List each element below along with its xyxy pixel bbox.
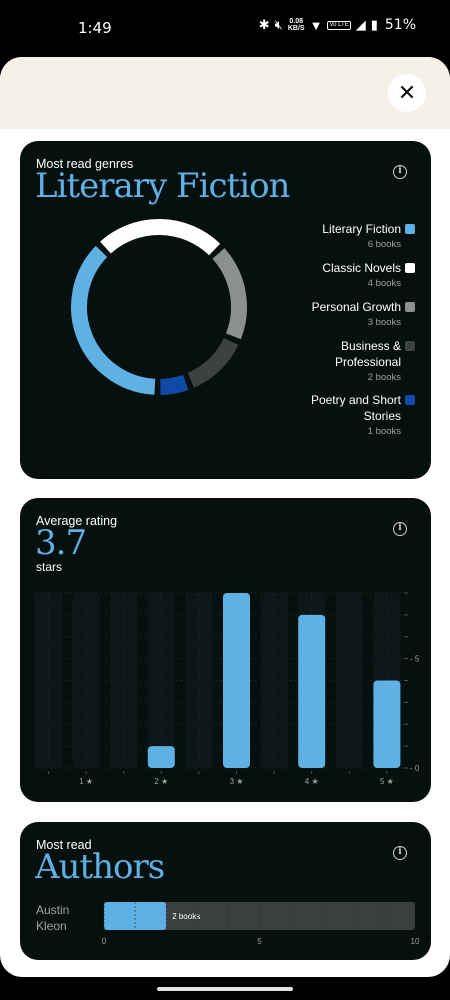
y-tick-label: - 0	[410, 764, 420, 773]
bar-background	[335, 593, 363, 768]
authors-card-title: Authors	[35, 847, 165, 887]
rating-bar[interactable]	[373, 680, 401, 769]
status-time: 1:49	[78, 19, 112, 37]
author-bar-chart: 2 books 0 5 10	[102, 902, 420, 946]
x-tick-label: 10	[411, 937, 420, 946]
legend-item[interactable]: Business & Professional 2 books	[335, 338, 415, 383]
legend-item[interactable]: Literary Fiction 6 books	[322, 221, 415, 250]
rating-card: Average rating 3.7 stars i 1 ★ 2 ★ 3 ★ 4 ★ 5…	[20, 498, 431, 802]
rating-bar-chart: 1 ★ 2 ★ 3 ★ 4 ★ 5 ★ - 0 - 5	[35, 592, 420, 786]
donut-slice-poetry-and-short-stories[interactable]	[159, 374, 189, 395]
status-bar: 1:49 ✱ 🔇︎ 0.08 KB/S ▼ Vo LTE ◢ ▮ 51%	[0, 0, 450, 56]
bar-background	[260, 593, 288, 768]
donut-slice-personal-growth[interactable]	[212, 248, 247, 340]
legend-item[interactable]: Personal Growth 3 books	[312, 299, 415, 328]
legend-count: 4 books	[367, 278, 401, 289]
legend-name: Business & Professional	[334, 339, 401, 369]
rating-bar[interactable]	[147, 746, 175, 768]
legend-count: 6 books	[367, 239, 401, 250]
authors-card: Most read Authors i Austin Kleon 2 books…	[20, 822, 431, 960]
x-tick-label: 2 ★	[154, 777, 168, 786]
authors-card-label: Most read	[36, 838, 92, 852]
info-icon[interactable]: i	[393, 165, 407, 179]
info-icon[interactable]: i	[393, 846, 407, 860]
volte-badge: Vo LTE	[327, 20, 351, 30]
average-rating-value: 3.7	[35, 523, 87, 563]
genres-card: Most read genres Literary Fiction i Lite…	[20, 141, 431, 479]
rating-bar[interactable]	[223, 593, 250, 768]
x-tick-label: 1 ★	[79, 777, 93, 786]
legend-swatch	[405, 302, 415, 312]
signal-icon: ◢	[355, 17, 366, 32]
bottom-sheet: ✕ Most read genres Literary Fiction i Li…	[0, 57, 450, 977]
x-tick-label: 3 ★	[230, 777, 244, 786]
legend-swatch	[405, 263, 415, 273]
wifi-icon: ▼	[309, 17, 323, 33]
status-icons: ✱ 🔇︎ 0.08 KB/S ▼ Vo LTE ◢ ▮ 51%	[259, 17, 416, 33]
legend-name: Poetry and Short Stories	[310, 393, 401, 423]
y-tick-label: - 5	[410, 655, 420, 664]
genres-card-label: Most read genres	[36, 157, 134, 171]
x-tick-label: 0	[102, 937, 107, 946]
bar-background	[35, 593, 62, 768]
genre-donut-chart	[71, 219, 247, 395]
battery-percent: 51%	[384, 17, 416, 33]
donut-slice-business-professional[interactable]	[187, 337, 239, 388]
author-bar-label: 2 books	[172, 912, 200, 921]
rating-unit: stars	[36, 560, 63, 574]
mute-icon: 🔇︎	[274, 17, 283, 32]
legend-name: Literary Fiction	[322, 221, 415, 237]
legend-swatch	[405, 224, 415, 234]
donut-slice-classic-novels[interactable]	[100, 219, 221, 256]
legend-item[interactable]: Poetry and Short Stories 1 books	[311, 392, 415, 437]
legend-count: 2 books	[367, 372, 401, 383]
x-tick-label: 5 ★	[380, 777, 394, 786]
legend-swatch	[405, 395, 415, 405]
x-tick-label: 4 ★	[305, 777, 319, 786]
info-icon[interactable]: i	[393, 522, 407, 536]
rating-bar[interactable]	[298, 614, 326, 768]
close-icon: ✕	[397, 80, 417, 106]
bar-background	[72, 593, 100, 768]
rating-card-label: Average rating	[36, 514, 118, 528]
legend-name: Personal Growth	[312, 299, 415, 315]
home-indicator	[157, 987, 293, 991]
bar-background	[185, 593, 213, 768]
network-speed-unit: KB/S	[287, 25, 305, 32]
legend-count: 3 books	[367, 317, 401, 328]
genres-card-title: Literary Fiction	[35, 166, 290, 206]
author-name: Austin Kleon	[36, 903, 70, 933]
bluetooth-icon: ✱	[258, 17, 270, 32]
legend-count: 1 books	[367, 426, 401, 437]
bar-background	[110, 593, 138, 768]
bar-background	[147, 593, 175, 768]
battery-icon: ▮	[370, 17, 378, 32]
network-speed: 0.08 KB/S	[288, 18, 305, 32]
network-speed-value: 0.08	[289, 18, 304, 25]
x-tick-label: 5	[257, 937, 262, 946]
sheet-header: ✕	[0, 57, 450, 129]
close-button[interactable]: ✕	[388, 74, 426, 112]
donut-slice-literary-fiction[interactable]	[71, 245, 156, 395]
legend-name: Classic Novels	[322, 260, 415, 276]
legend-item[interactable]: Classic Novels 4 books	[322, 260, 415, 289]
legend-swatch	[405, 341, 415, 351]
